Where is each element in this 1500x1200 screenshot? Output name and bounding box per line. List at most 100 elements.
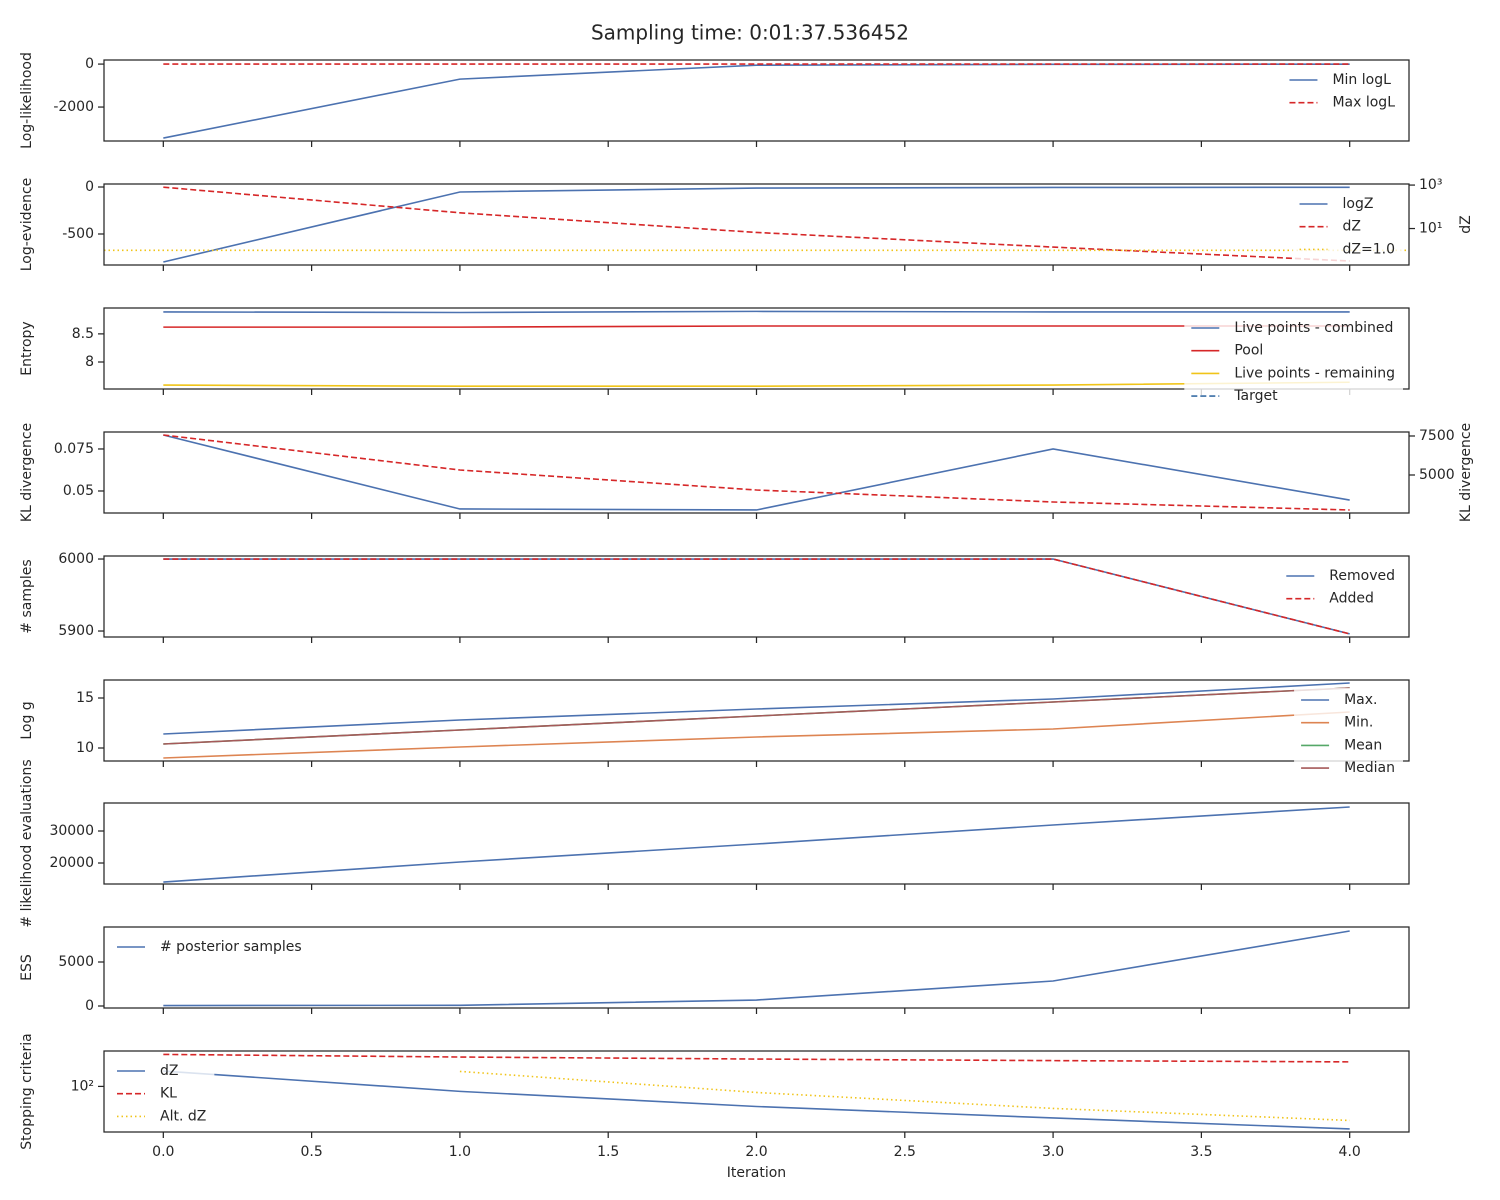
x-tick-label: 2.0 [745, 1144, 767, 1160]
legend: Max. Min. Mean Median [1294, 688, 1403, 781]
series-line [163, 434, 1350, 511]
plot-area [163, 63, 1350, 139]
plot-area [104, 186, 1409, 263]
legend-label: dZ=1.0 [1343, 241, 1395, 257]
legend-label: Removed [1329, 568, 1395, 584]
y-tick-label: -500 [62, 226, 94, 242]
y-tick-label: 6000 [58, 551, 94, 567]
y-tick-label: 0 [85, 56, 94, 72]
y-tick-label: -2000 [53, 99, 94, 115]
y-axis-label: Stopping criteria [19, 1033, 35, 1149]
figure-title: Sampling time: 0:01:37.536452 [591, 21, 909, 45]
legend-background [1279, 564, 1403, 612]
legend-label: Alt. dZ [160, 1108, 206, 1124]
plot-area [163, 1053, 1350, 1130]
y-axis-label: Entropy [19, 321, 35, 375]
y-tick-label: 15 [76, 690, 94, 706]
y2-tick-label: 10¹ [1419, 221, 1442, 237]
axes-frame [103, 183, 1410, 266]
series-line [163, 310, 1350, 314]
legend-label: Mean [1344, 737, 1382, 753]
panel: 0.0 0.5 1.0 1.5 2.0 2.5 3.0 3.5 4.0 10² Stopping c… [19, 1033, 1410, 1181]
y-axis-label: Log-likelihood [19, 52, 35, 149]
y-tick-label: 8 [85, 354, 94, 370]
axes-frame [103, 59, 1410, 142]
series-line [163, 186, 1350, 262]
legend-label: Max. [1344, 692, 1377, 708]
axes-frame [103, 431, 1410, 514]
plot-area [163, 310, 1350, 387]
y2-axis-label: KL divergence [1458, 423, 1474, 522]
y-tick-label: 0 [85, 179, 94, 195]
y-tick-label: 8.5 [72, 326, 94, 342]
plot-area [163, 682, 1350, 759]
legend-label: Live points - remaining [1234, 365, 1395, 381]
series-line [163, 434, 1350, 511]
legend-label: Target [1233, 388, 1278, 404]
axes-frame [103, 926, 1410, 1009]
legend-label: Max logL [1332, 95, 1395, 111]
panel: 5000 0 ESS # posterior samples [19, 926, 1410, 1014]
y2-axis-label: dZ [1458, 215, 1474, 233]
y-tick-label: 30000 [49, 823, 94, 839]
legend-background [1282, 68, 1403, 116]
x-tick-label: 3.5 [1190, 1144, 1212, 1160]
y-tick-label: 0 [85, 998, 94, 1014]
legend: Live points - combined Pool Live points - … [1184, 316, 1403, 409]
series-line [163, 1070, 1350, 1130]
panel: 0 -500 10³ 10¹ Log-evidence dZ logZ dZ dZ=1.0 [19, 177, 1474, 271]
legend-label: Min logL [1332, 72, 1391, 88]
plot-area [163, 434, 1350, 511]
axes-frame [103, 802, 1410, 885]
y-tick-label: 5900 [58, 623, 94, 639]
legend-label: logZ [1343, 196, 1374, 212]
legend-label: KL [160, 1086, 177, 1102]
panel: 30000 20000 # likelihood evaluations [19, 759, 1410, 928]
x-tick-label: 2.5 [894, 1144, 916, 1160]
panel: 0 -2000 Log-likelihood Min logL Max logL [19, 52, 1410, 149]
panel: 15 10 Log g Max. Min. Mean Median [19, 679, 1410, 781]
legend-label: # posterior samples [160, 939, 302, 955]
series-line [163, 381, 1350, 387]
y-axis-label: KL divergence [19, 423, 35, 522]
x-tick-label: 3.0 [1042, 1144, 1064, 1160]
series-line [163, 806, 1350, 883]
y-tick-label: 0.05 [63, 483, 94, 499]
x-tick-label: 0.0 [152, 1144, 174, 1160]
axes-frame [103, 679, 1410, 762]
x-tick-label: 1.5 [597, 1144, 619, 1160]
x-tick-label: 4.0 [1339, 1144, 1361, 1160]
legend-label: Median [1344, 760, 1395, 776]
y-tick-label: 5000 [58, 954, 94, 970]
legend: # posterior samples [110, 935, 310, 960]
x-axis-label: Iteration [727, 1165, 786, 1181]
legend-label: Min. [1344, 715, 1373, 731]
y-tick-label: 10 [76, 740, 94, 756]
axes-frame [103, 555, 1410, 638]
y-axis-label: ESS [19, 954, 35, 981]
y-tick-label: 0.075 [54, 441, 94, 457]
y-axis-label: Log g [19, 701, 35, 739]
y-tick-label: 20000 [49, 855, 94, 871]
legend-background [1294, 688, 1403, 781]
legend-label: Live points - combined [1234, 320, 1393, 336]
legend-label: Pool [1234, 343, 1263, 359]
legend: Removed Added [1279, 564, 1403, 612]
legend: dZ KL Alt. dZ [110, 1059, 215, 1130]
y2-tick-label: 5000 [1419, 467, 1455, 483]
y-axis-label: # samples [19, 559, 35, 633]
series-line [163, 1053, 1350, 1063]
series-line [163, 711, 1350, 759]
legend: logZ dZ dZ=1.0 [1292, 192, 1403, 263]
series-line [163, 186, 1350, 263]
series-line [459, 1070, 1350, 1122]
series-line [163, 687, 1350, 745]
y-tick-label: 10² [71, 1078, 94, 1094]
y-axis-label: Log-evidence [19, 178, 35, 272]
series-line [163, 325, 1350, 328]
series-line [163, 558, 1350, 635]
y2-tick-label: 10³ [1419, 177, 1442, 193]
series-line [163, 930, 1350, 1007]
